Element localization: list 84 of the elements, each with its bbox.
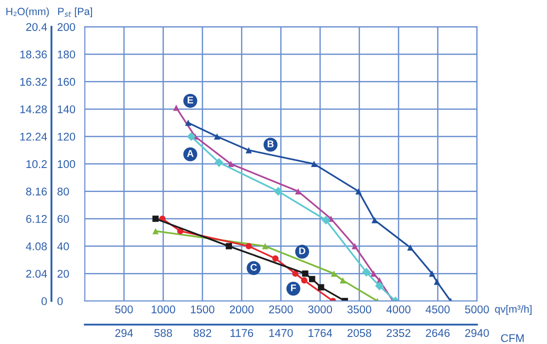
x-tick-label: 500	[115, 305, 133, 314]
y2-tick-label: 14.28	[20, 105, 47, 114]
y-tick-label: 60	[58, 215, 69, 223]
point	[370, 270, 377, 277]
x2-tick-label: 882	[194, 329, 212, 337]
y2-tick-label: 4.08	[26, 242, 47, 250]
point	[375, 282, 384, 290]
y-tick-label: 100	[58, 160, 76, 168]
x-tick-label: 3000	[308, 305, 332, 314]
y-tick-label: 120	[58, 132, 76, 141]
point	[352, 243, 358, 250]
annotation: C	[250, 264, 257, 271]
x2-tick-label: 588	[154, 329, 172, 337]
x-tick-label: 5000	[465, 305, 489, 314]
y2-tick-label: 6.12	[26, 215, 47, 223]
annotation: F	[291, 284, 296, 292]
point	[214, 133, 220, 140]
x2-tick-label: 294	[115, 329, 133, 337]
y-tick-label: 0	[57, 297, 63, 306]
y2-tick-label: 16.32	[20, 78, 47, 86]
point	[318, 284, 324, 290]
x-tick-label: 2000	[230, 305, 254, 314]
y-axis-title: P$_{st}$ [Pa]	[58, 7, 92, 18]
y-tick-label: 140	[58, 105, 76, 114]
point	[371, 216, 378, 224]
y2-tick-label: 10.2	[26, 160, 47, 168]
y-tick-label: 80	[57, 188, 69, 196]
y2-tick-label: 0	[42, 297, 47, 306]
point	[152, 216, 159, 222]
annotation: A	[187, 150, 194, 157]
point	[226, 243, 232, 250]
point	[434, 278, 440, 285]
x2-tick-label: 1176	[230, 329, 254, 337]
point	[246, 147, 252, 154]
y-tick-label: 40	[57, 242, 69, 250]
y2-tick-label: 12.24	[20, 132, 47, 141]
point	[272, 255, 279, 262]
x-axis-title: qv[m³/h]	[495, 305, 532, 315]
x2-tick-label: 1764	[308, 329, 332, 337]
point	[152, 228, 159, 234]
annotation: D	[299, 247, 306, 254]
point	[214, 158, 224, 167]
point	[173, 104, 180, 111]
y-tick-label: 180	[58, 50, 76, 58]
x2-tick-label: 2058	[348, 329, 372, 337]
x-tick-label: 4000	[386, 305, 410, 314]
point	[185, 120, 192, 126]
y-tick-label: 160	[58, 78, 76, 86]
point	[308, 276, 316, 282]
x2-tick-label: 2646	[426, 329, 450, 337]
point	[292, 270, 298, 277]
x-tick-label: 2500	[269, 305, 293, 314]
point	[301, 277, 308, 284]
y2-axis-title: H₂O(mm)	[6, 8, 49, 18]
point	[302, 270, 308, 277]
x-tick-label: 3500	[347, 305, 372, 314]
y2-tick-label: 2.04	[26, 270, 47, 278]
annotation: B	[268, 140, 274, 148]
x2-tick-label: 1470	[269, 329, 293, 337]
x2-axis-title: CFM	[501, 334, 524, 342]
point	[355, 188, 362, 194]
x2-tick-label: 2352	[386, 329, 410, 337]
point	[428, 270, 436, 277]
y2-tick-label: 18.36	[20, 50, 47, 58]
y-tick-label: 20	[58, 270, 69, 278]
x-tick-label: 1000	[152, 305, 176, 314]
point	[330, 270, 338, 277]
point	[340, 277, 346, 284]
point	[322, 216, 330, 225]
point	[186, 132, 196, 141]
point	[407, 244, 414, 251]
x2-tick-label: 2940	[465, 329, 489, 337]
point	[310, 160, 318, 168]
y2-tick-label: 20.4	[26, 23, 47, 31]
point	[362, 268, 371, 277]
x-tick-label: 1500	[190, 305, 214, 314]
point	[228, 160, 234, 168]
y-tick-label: 200	[58, 23, 76, 31]
annotation: E	[188, 96, 194, 104]
point	[274, 186, 283, 196]
y2-tick-label: 8.16	[26, 188, 47, 196]
point	[246, 243, 252, 250]
point	[262, 243, 268, 250]
x-tick-label: 4500	[426, 305, 450, 314]
